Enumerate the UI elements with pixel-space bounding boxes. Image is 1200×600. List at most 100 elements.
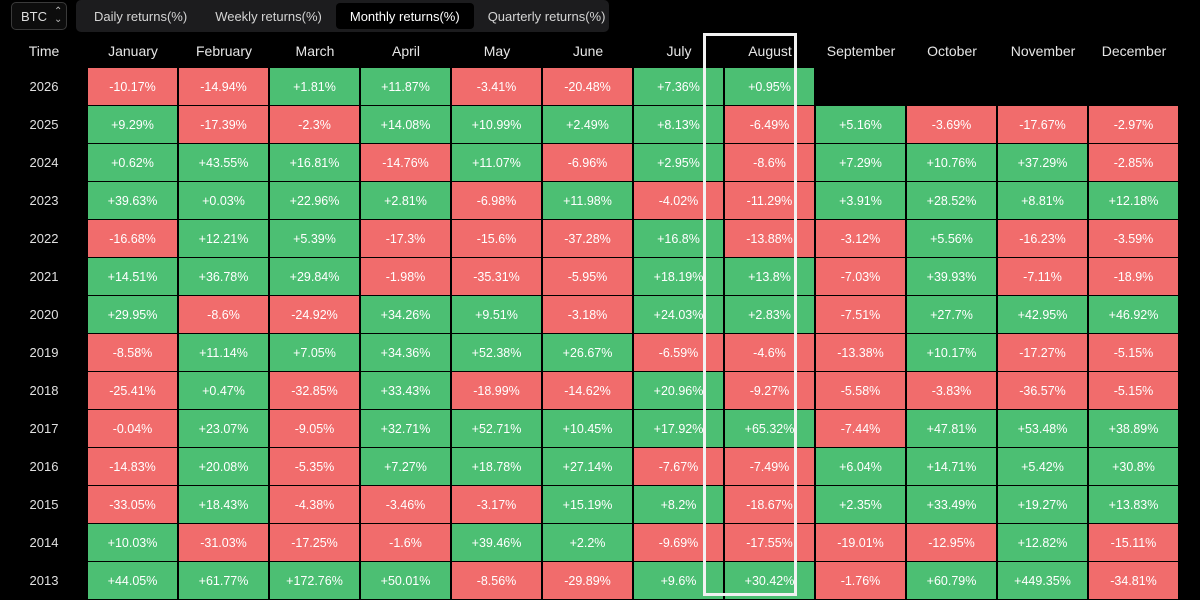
- return-cell: +24.03%: [634, 296, 723, 333]
- year-label: 2019: [29, 345, 59, 360]
- return-cell: +65.32%: [725, 410, 814, 447]
- column-header-december: December: [1101, 43, 1167, 59]
- return-cell: -5.15%: [1089, 334, 1178, 371]
- asset-select[interactable]: BTC ⌃ ⌄: [11, 2, 67, 30]
- return-cell: -3.83%: [907, 372, 996, 409]
- return-cell: -18.67%: [725, 486, 814, 523]
- return-cell: -2.85%: [1089, 144, 1178, 181]
- return-cell: -17.67%: [998, 106, 1087, 143]
- return-cell: +50.01%: [361, 562, 450, 599]
- table-row: 2025 +9.29% -17.39% -2.3% +14.08% +10.99% +2.4…: [0, 106, 1180, 143]
- return-cell: +3.91%: [816, 182, 905, 219]
- return-cell: -5.95%: [543, 258, 632, 295]
- return-cell: +46.92%: [1089, 296, 1178, 333]
- return-cell: +26.67%: [543, 334, 632, 371]
- return-cell: +14.71%: [907, 448, 996, 485]
- return-cell: +2.81%: [361, 182, 450, 219]
- return-cell: -7.03%: [816, 258, 905, 295]
- return-cell: -37.28%: [543, 220, 632, 257]
- year-label: 2023: [29, 193, 59, 208]
- return-cell: +27.7%: [907, 296, 996, 333]
- return-cell: -31.03%: [179, 524, 268, 561]
- return-cell: +28.52%: [907, 182, 996, 219]
- tab-weekly-returns[interactable]: Weekly returns(%): [215, 8, 322, 24]
- return-cell: -8.56%: [452, 562, 541, 599]
- return-cell: -4.02%: [634, 182, 723, 219]
- return-cell: -7.11%: [998, 258, 1087, 295]
- return-cell: -29.89%: [543, 562, 632, 599]
- return-cell: +18.78%: [452, 448, 541, 485]
- tab-monthly-returns[interactable]: Monthly returns(%): [335, 3, 474, 29]
- return-cell: -7.67%: [634, 448, 723, 485]
- return-cell: +19.27%: [998, 486, 1087, 523]
- year-label: 2017: [29, 421, 59, 436]
- return-cell: -13.88%: [725, 220, 814, 257]
- return-cell: +2.35%: [816, 486, 905, 523]
- return-cell: -0.04%: [88, 410, 177, 447]
- table-header-row: Time January February March April May June Jul…: [0, 34, 1180, 68]
- return-cell: +5.42%: [998, 448, 1087, 485]
- return-cell: -8.6%: [725, 144, 814, 181]
- column-header-april: April: [391, 43, 420, 59]
- return-cell: -17.27%: [998, 334, 1087, 371]
- table-row: 2024 +0.62% +43.55% +16.81% -14.76% +11.07% -6…: [0, 144, 1180, 181]
- return-cell: -15.6%: [452, 220, 541, 257]
- year-label: 2020: [29, 307, 59, 322]
- return-cell: -12.95%: [907, 524, 996, 561]
- return-cell: +16.81%: [270, 144, 359, 181]
- year-label: 2021: [29, 269, 59, 284]
- return-cell: -24.92%: [270, 296, 359, 333]
- return-cell: -9.69%: [634, 524, 723, 561]
- return-cell: +12.82%: [998, 524, 1087, 561]
- return-cell: -7.51%: [816, 296, 905, 333]
- return-cell: -9.05%: [270, 410, 359, 447]
- column-header-july: July: [666, 43, 692, 59]
- return-cell: +33.43%: [361, 372, 450, 409]
- return-cell: -10.17%: [88, 68, 177, 105]
- return-cell: -20.48%: [543, 68, 632, 105]
- column-header-may: May: [483, 43, 511, 59]
- year-label: 2025: [29, 117, 59, 132]
- return-cell: +5.16%: [816, 106, 905, 143]
- return-cell: -17.55%: [725, 524, 814, 561]
- return-cell: +6.04%: [816, 448, 905, 485]
- return-cell: [907, 68, 996, 105]
- return-cell: +2.49%: [543, 106, 632, 143]
- return-cell: +7.29%: [816, 144, 905, 181]
- return-cell: -8.6%: [179, 296, 268, 333]
- return-cell: +172.76%: [270, 562, 359, 599]
- return-cell: +449.35%: [998, 562, 1087, 599]
- return-cell: +30.8%: [1089, 448, 1178, 485]
- column-header-october: October: [927, 43, 977, 59]
- return-cell: -19.01%: [816, 524, 905, 561]
- return-cell: +13.8%: [725, 258, 814, 295]
- return-cell: +11.87%: [361, 68, 450, 105]
- return-cell: -18.9%: [1089, 258, 1178, 295]
- return-cell: +52.71%: [452, 410, 541, 447]
- return-cell: -1.98%: [361, 258, 450, 295]
- return-cell: +18.19%: [634, 258, 723, 295]
- return-cell: +5.39%: [270, 220, 359, 257]
- return-cell: +13.83%: [1089, 486, 1178, 523]
- return-cell: +20.96%: [634, 372, 723, 409]
- return-cell: -18.99%: [452, 372, 541, 409]
- return-cell: +7.27%: [361, 448, 450, 485]
- tab-daily-returns[interactable]: Daily returns(%): [94, 8, 188, 24]
- return-cell: -11.29%: [725, 182, 814, 219]
- return-cell: +12.21%: [179, 220, 268, 257]
- year-label: 2013: [29, 573, 59, 588]
- return-cell: -3.69%: [907, 106, 996, 143]
- return-cell: [998, 68, 1087, 105]
- return-cell: -33.05%: [88, 486, 177, 523]
- return-cell: -3.41%: [452, 68, 541, 105]
- return-cell: +0.95%: [725, 68, 814, 105]
- return-cell: +52.38%: [452, 334, 541, 371]
- return-cell: -6.49%: [725, 106, 814, 143]
- return-cell: +30.42%: [725, 562, 814, 599]
- tab-quarterly-returns[interactable]: Quarterly returns(%): [487, 8, 606, 24]
- return-cell: -32.85%: [270, 372, 359, 409]
- year-label: 2016: [29, 459, 59, 474]
- return-cell: +9.29%: [88, 106, 177, 143]
- return-cell: -6.59%: [634, 334, 723, 371]
- table-row: 2022 -16.68% +12.21% +5.39% -17.3% -15.6% -37.…: [0, 220, 1180, 257]
